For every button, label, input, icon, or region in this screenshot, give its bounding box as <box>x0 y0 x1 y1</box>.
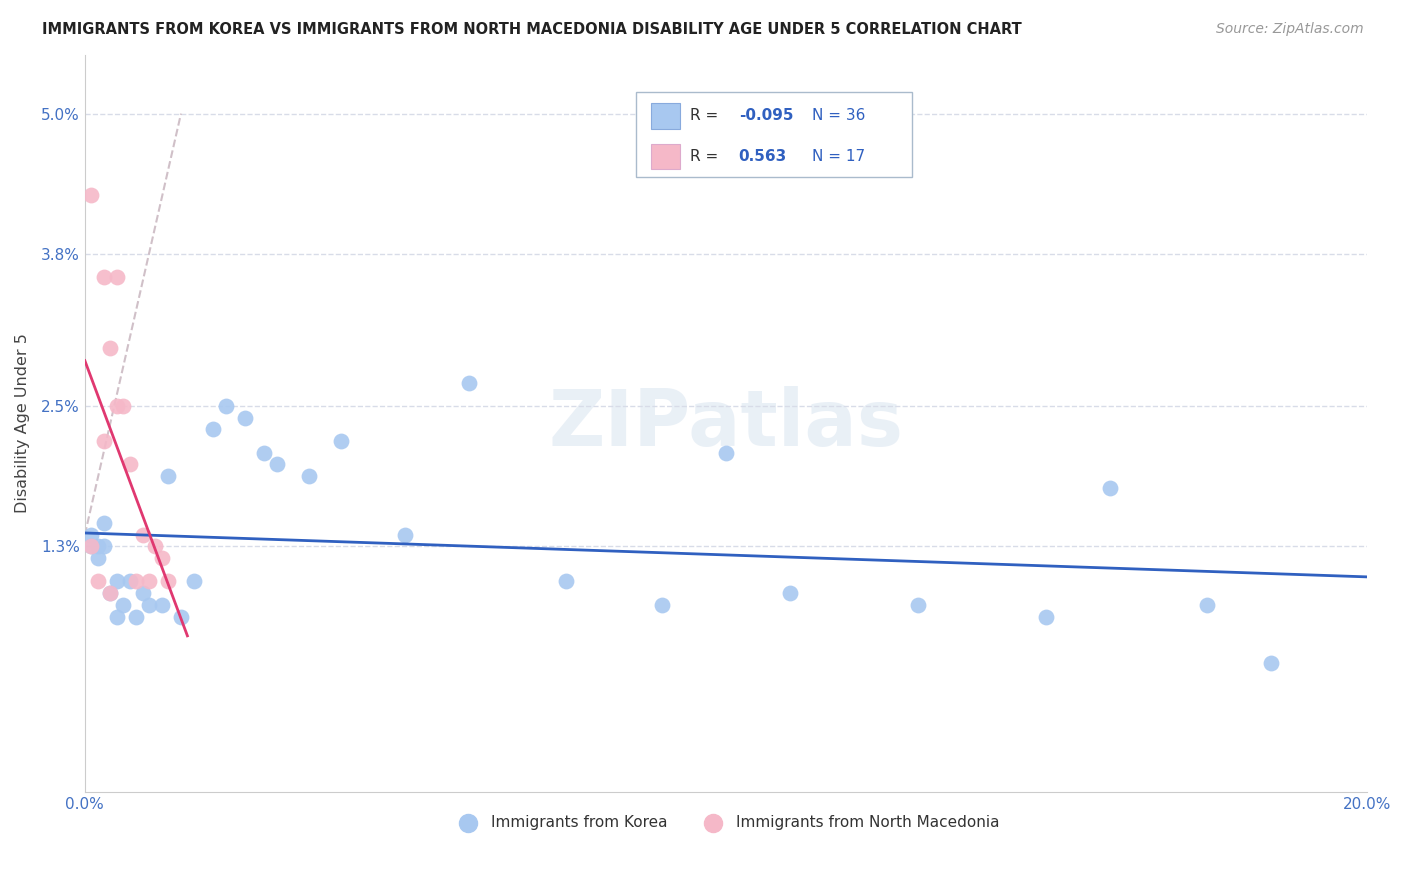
Point <box>170 609 193 624</box>
Point <box>105 270 128 285</box>
Point <box>93 270 115 285</box>
Point <box>1099 481 1122 495</box>
Point <box>1195 598 1218 612</box>
Point <box>202 422 225 436</box>
Point <box>118 458 141 472</box>
Point <box>779 586 801 600</box>
Point <box>93 516 115 530</box>
Point <box>100 586 122 600</box>
Text: R =: R = <box>690 109 723 123</box>
Point <box>266 458 288 472</box>
Point <box>105 574 128 589</box>
Text: Source: ZipAtlas.com: Source: ZipAtlas.com <box>1216 22 1364 37</box>
Point <box>143 540 166 554</box>
Point <box>394 527 416 541</box>
Point <box>157 574 180 589</box>
Point <box>86 574 108 589</box>
Point <box>105 399 128 413</box>
Point <box>714 446 737 460</box>
Point <box>86 551 108 566</box>
Point <box>105 609 128 624</box>
Text: ZIPatlas: ZIPatlas <box>548 385 903 461</box>
FancyBboxPatch shape <box>651 103 679 128</box>
Point <box>100 586 122 600</box>
Text: R =: R = <box>690 149 728 164</box>
Point <box>138 574 160 589</box>
Text: IMMIGRANTS FROM KOREA VS IMMIGRANTS FROM NORTH MACEDONIA DISABILITY AGE UNDER 5 : IMMIGRANTS FROM KOREA VS IMMIGRANTS FROM… <box>42 22 1022 37</box>
Point <box>233 410 256 425</box>
Point <box>112 399 135 413</box>
Point <box>125 574 148 589</box>
Point <box>131 586 153 600</box>
Point <box>150 551 173 566</box>
Point <box>125 609 148 624</box>
Point <box>1260 657 1282 671</box>
Point <box>100 341 122 355</box>
Point <box>80 527 103 541</box>
FancyBboxPatch shape <box>636 92 911 177</box>
Point <box>554 574 576 589</box>
Point <box>138 598 160 612</box>
Point <box>253 446 276 460</box>
Point <box>118 574 141 589</box>
Point <box>157 469 180 483</box>
Point <box>112 598 135 612</box>
Text: -0.095: -0.095 <box>738 109 793 123</box>
Text: N = 17: N = 17 <box>811 149 865 164</box>
Point <box>80 188 103 202</box>
Point <box>150 598 173 612</box>
Point <box>93 434 115 448</box>
Point <box>131 527 153 541</box>
FancyBboxPatch shape <box>651 144 679 169</box>
Point <box>80 540 103 554</box>
Point <box>907 598 929 612</box>
Point <box>330 434 353 448</box>
Point <box>86 540 108 554</box>
Y-axis label: Disability Age Under 5: Disability Age Under 5 <box>15 334 30 514</box>
Text: 0.563: 0.563 <box>738 149 787 164</box>
Point <box>93 540 115 554</box>
Point <box>215 399 238 413</box>
Legend: Immigrants from Korea, Immigrants from North Macedonia: Immigrants from Korea, Immigrants from N… <box>446 809 1005 836</box>
Text: N = 36: N = 36 <box>811 109 865 123</box>
Point <box>183 574 205 589</box>
Point <box>1035 609 1057 624</box>
Point <box>298 469 321 483</box>
Point <box>651 598 673 612</box>
Point <box>80 540 103 554</box>
Point <box>458 376 481 390</box>
